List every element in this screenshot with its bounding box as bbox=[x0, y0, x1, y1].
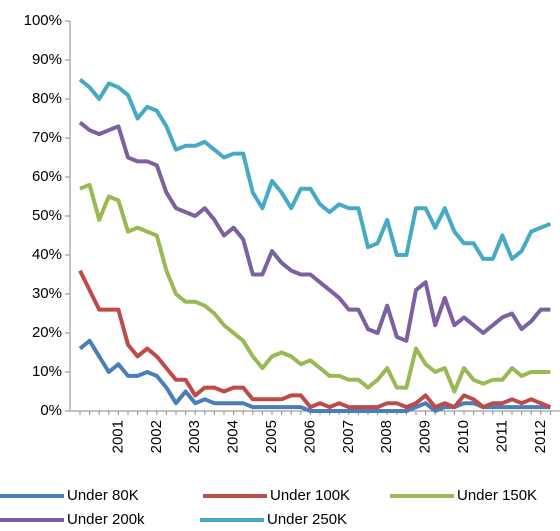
legend-label: Under 100K bbox=[270, 487, 350, 504]
x-tick-label: 2005 bbox=[263, 420, 280, 453]
x-tick-label: 2011 bbox=[493, 420, 510, 452]
y-tick-label: 90% bbox=[32, 51, 62, 68]
y-tick-label: 60% bbox=[32, 168, 62, 185]
legend-label: Under 80K bbox=[67, 487, 139, 504]
x-tick-label: 2006 bbox=[301, 420, 318, 453]
x-tick-label: 2010 bbox=[455, 420, 472, 453]
y-tick-label: 70% bbox=[32, 129, 62, 146]
y-tick-label: 40% bbox=[32, 246, 62, 263]
y-tick-label: 20% bbox=[32, 324, 62, 341]
y-tick-label: 10% bbox=[32, 363, 62, 380]
series-line bbox=[78, 269, 552, 410]
y-tick-label: 100% bbox=[24, 12, 62, 29]
series-line bbox=[78, 338, 551, 413]
x-tick-label: 2001 bbox=[109, 420, 126, 453]
legend-label: Under 250K bbox=[267, 511, 347, 528]
series-line bbox=[78, 77, 552, 261]
x-tick-label: 2007 bbox=[340, 420, 357, 453]
series-line bbox=[79, 182, 551, 394]
series-line bbox=[78, 120, 551, 343]
legend-label: Under 150K bbox=[457, 487, 537, 504]
y-tick-label: 80% bbox=[32, 90, 62, 107]
x-tick-label: 2002 bbox=[148, 420, 165, 453]
x-tick-label: 2009 bbox=[417, 420, 434, 453]
x-tick-label: 2004 bbox=[225, 420, 242, 453]
x-tick-label: 2012 bbox=[532, 420, 549, 453]
y-tick-label: 50% bbox=[32, 207, 62, 224]
y-tick-label: 30% bbox=[32, 285, 62, 302]
x-tick-label: 2003 bbox=[186, 420, 203, 453]
y-tick-label: 0% bbox=[40, 402, 62, 419]
x-tick-label: 2008 bbox=[378, 420, 395, 453]
legend-label: Under 200k bbox=[67, 511, 145, 528]
